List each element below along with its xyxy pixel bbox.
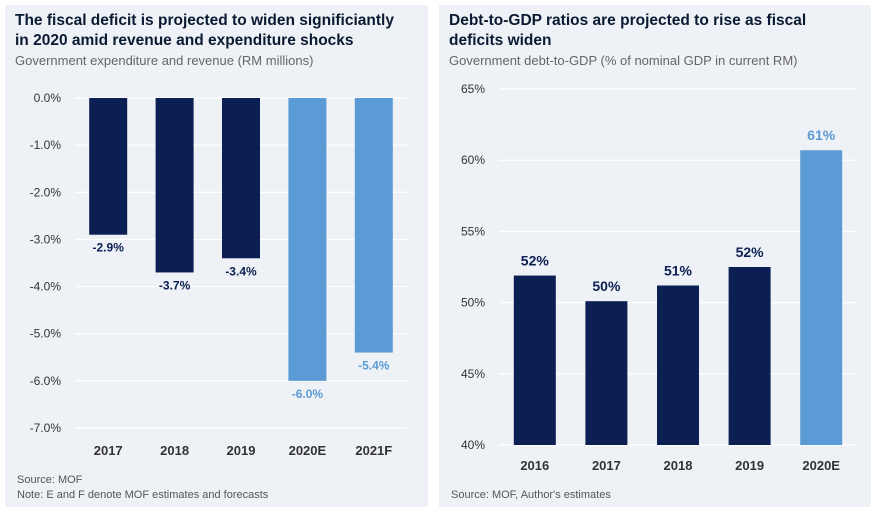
deficit-data-label: -3.7%	[159, 278, 191, 292]
fiscal-deficit-title: The fiscal deficit is projected to widen…	[15, 11, 418, 51]
deficit-bar	[155, 98, 194, 273]
deficit-y-tick-label: -7.0%	[30, 421, 62, 435]
deficit-x-tick-label: 2021F	[355, 443, 392, 458]
deficit-x-tick-label: 2017	[94, 443, 123, 458]
deficit-data-label: -2.9%	[93, 241, 125, 255]
debt-bar	[728, 267, 771, 445]
debt-data-label: 61%	[807, 127, 836, 143]
deficit-y-tick-label: -4.0%	[30, 280, 62, 294]
debt-data-label: 51%	[664, 263, 693, 279]
fiscal-deficit-source: Source: MOF	[17, 474, 83, 486]
deficit-y-tick-label: -3.0%	[30, 232, 62, 246]
debt-bar	[585, 301, 628, 445]
deficit-bar	[288, 98, 327, 381]
debt-to-gdp-subtitle: Government debt-to-GDP (% of nominal GDP…	[449, 53, 798, 68]
debt-y-tick-label: 50%	[461, 296, 485, 310]
deficit-y-tick-label: -6.0%	[30, 374, 62, 388]
debt-y-tick-label: 65%	[461, 82, 485, 96]
fiscal-deficit-chart: 0.0% -1.0% -2.0% -3.0% -4.0% -5.0% -6.0% -7.0% -…	[30, 91, 407, 458]
debt-bar	[800, 150, 843, 445]
deficit-x-tick-label: 2019	[227, 443, 256, 458]
deficit-bar	[89, 98, 128, 235]
deficit-bar	[222, 98, 260, 259]
title-line-1: Debt-to-GDP ratios are projected to rise…	[449, 12, 807, 29]
debt-x-tick-label: 2017	[592, 458, 621, 473]
fiscal-deficit-subtitle: Government expenditure and revenue (RM m…	[15, 53, 314, 68]
deficit-data-label: -3.4%	[225, 264, 257, 278]
deficit-data-label: -5.4%	[358, 359, 390, 373]
debt-x-tick-label: 2018	[664, 458, 693, 473]
title-line-2: in 2020 amid revenue and expenditure sho…	[15, 32, 354, 49]
deficit-y-tick-label: -5.0%	[30, 327, 62, 341]
debt-y-tick-label: 60%	[461, 153, 485, 167]
debt-to-gdp-source: Source: MOF, Author's estimates	[451, 489, 611, 501]
debt-data-label: 50%	[592, 278, 621, 294]
debt-x-tick-label: 2019	[735, 458, 764, 473]
debt-to-gdp-panel: Debt-to-GDP ratios are projected to rise…	[439, 5, 871, 507]
debt-bar	[657, 285, 699, 445]
deficit-y-tick-label: -2.0%	[30, 185, 62, 199]
debt-y-tick-label: 45%	[461, 367, 485, 381]
debt-y-tick-label: 40%	[461, 438, 485, 452]
debt-to-gdp-title: Debt-to-GDP ratios are projected to rise…	[449, 11, 861, 51]
debt-data-label: 52%	[521, 253, 550, 269]
debt-x-tick-label: 2016	[520, 458, 549, 473]
deficit-y-tick-label: -1.0%	[30, 138, 62, 152]
debt-to-gdp-chart: 40% 45% 50% 55% 60% 65% 52% 2016 50% 2017 51% 2018 5…	[461, 82, 857, 473]
deficit-x-tick-label: 2020E	[289, 443, 327, 458]
debt-y-tick-label: 55%	[461, 224, 485, 238]
debt-bar	[513, 275, 556, 445]
deficit-data-label: -6.0%	[292, 387, 324, 401]
debt-x-tick-label: 2020E	[802, 458, 840, 473]
deficit-x-tick-label: 2018	[160, 443, 189, 458]
fiscal-deficit-note: Note: E and F denote MOF estimates and f…	[17, 489, 269, 501]
deficit-y-tick-label: 0.0%	[34, 91, 62, 105]
title-line-1: The fiscal deficit is projected to widen…	[15, 12, 394, 29]
debt-data-label: 52%	[736, 244, 765, 260]
fiscal-deficit-panel: The fiscal deficit is projected to widen…	[5, 5, 428, 507]
deficit-bar	[354, 98, 393, 353]
title-line-2: deficits widen	[449, 32, 552, 49]
